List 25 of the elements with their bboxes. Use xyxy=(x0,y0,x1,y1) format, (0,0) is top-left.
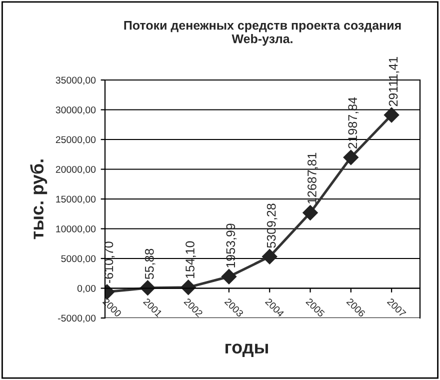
y-axis-title: тыс. руб. xyxy=(30,160,48,240)
point xyxy=(302,205,318,220)
data-label: 29111,41 xyxy=(388,57,400,106)
point xyxy=(343,150,358,165)
y-tick-label: -5000,00 xyxy=(58,314,96,323)
point xyxy=(384,107,400,123)
data-label: 1953,99 xyxy=(226,224,237,268)
y-tick-label: 10000,00 xyxy=(56,225,96,234)
data-label: 12687,81 xyxy=(308,152,318,204)
y-tick-label: 0,00 xyxy=(77,284,96,294)
data-label: 55,88 xyxy=(144,248,156,280)
data-label: 5309,28 xyxy=(266,204,278,248)
x-axis-title: годы xyxy=(226,344,268,357)
data-label: 154,10 xyxy=(186,241,196,278)
data-label: -610,70 xyxy=(104,242,115,283)
chart-title: Потоки денежных средств проекта создания Web-узла. xyxy=(124,21,401,46)
y-tick-label: 25000,00 xyxy=(56,136,96,144)
point xyxy=(221,269,237,284)
y-tick-label: 20000,00 xyxy=(56,166,96,174)
point xyxy=(262,249,278,264)
y-tick-label: 30000,00 xyxy=(56,106,96,115)
y-tick-label: 5000,00 xyxy=(61,255,96,264)
data-label: 21987,84 xyxy=(348,97,359,148)
y-tick-label: 35000,00 xyxy=(56,76,96,85)
y-tick-label: 15000,00 xyxy=(56,196,96,204)
